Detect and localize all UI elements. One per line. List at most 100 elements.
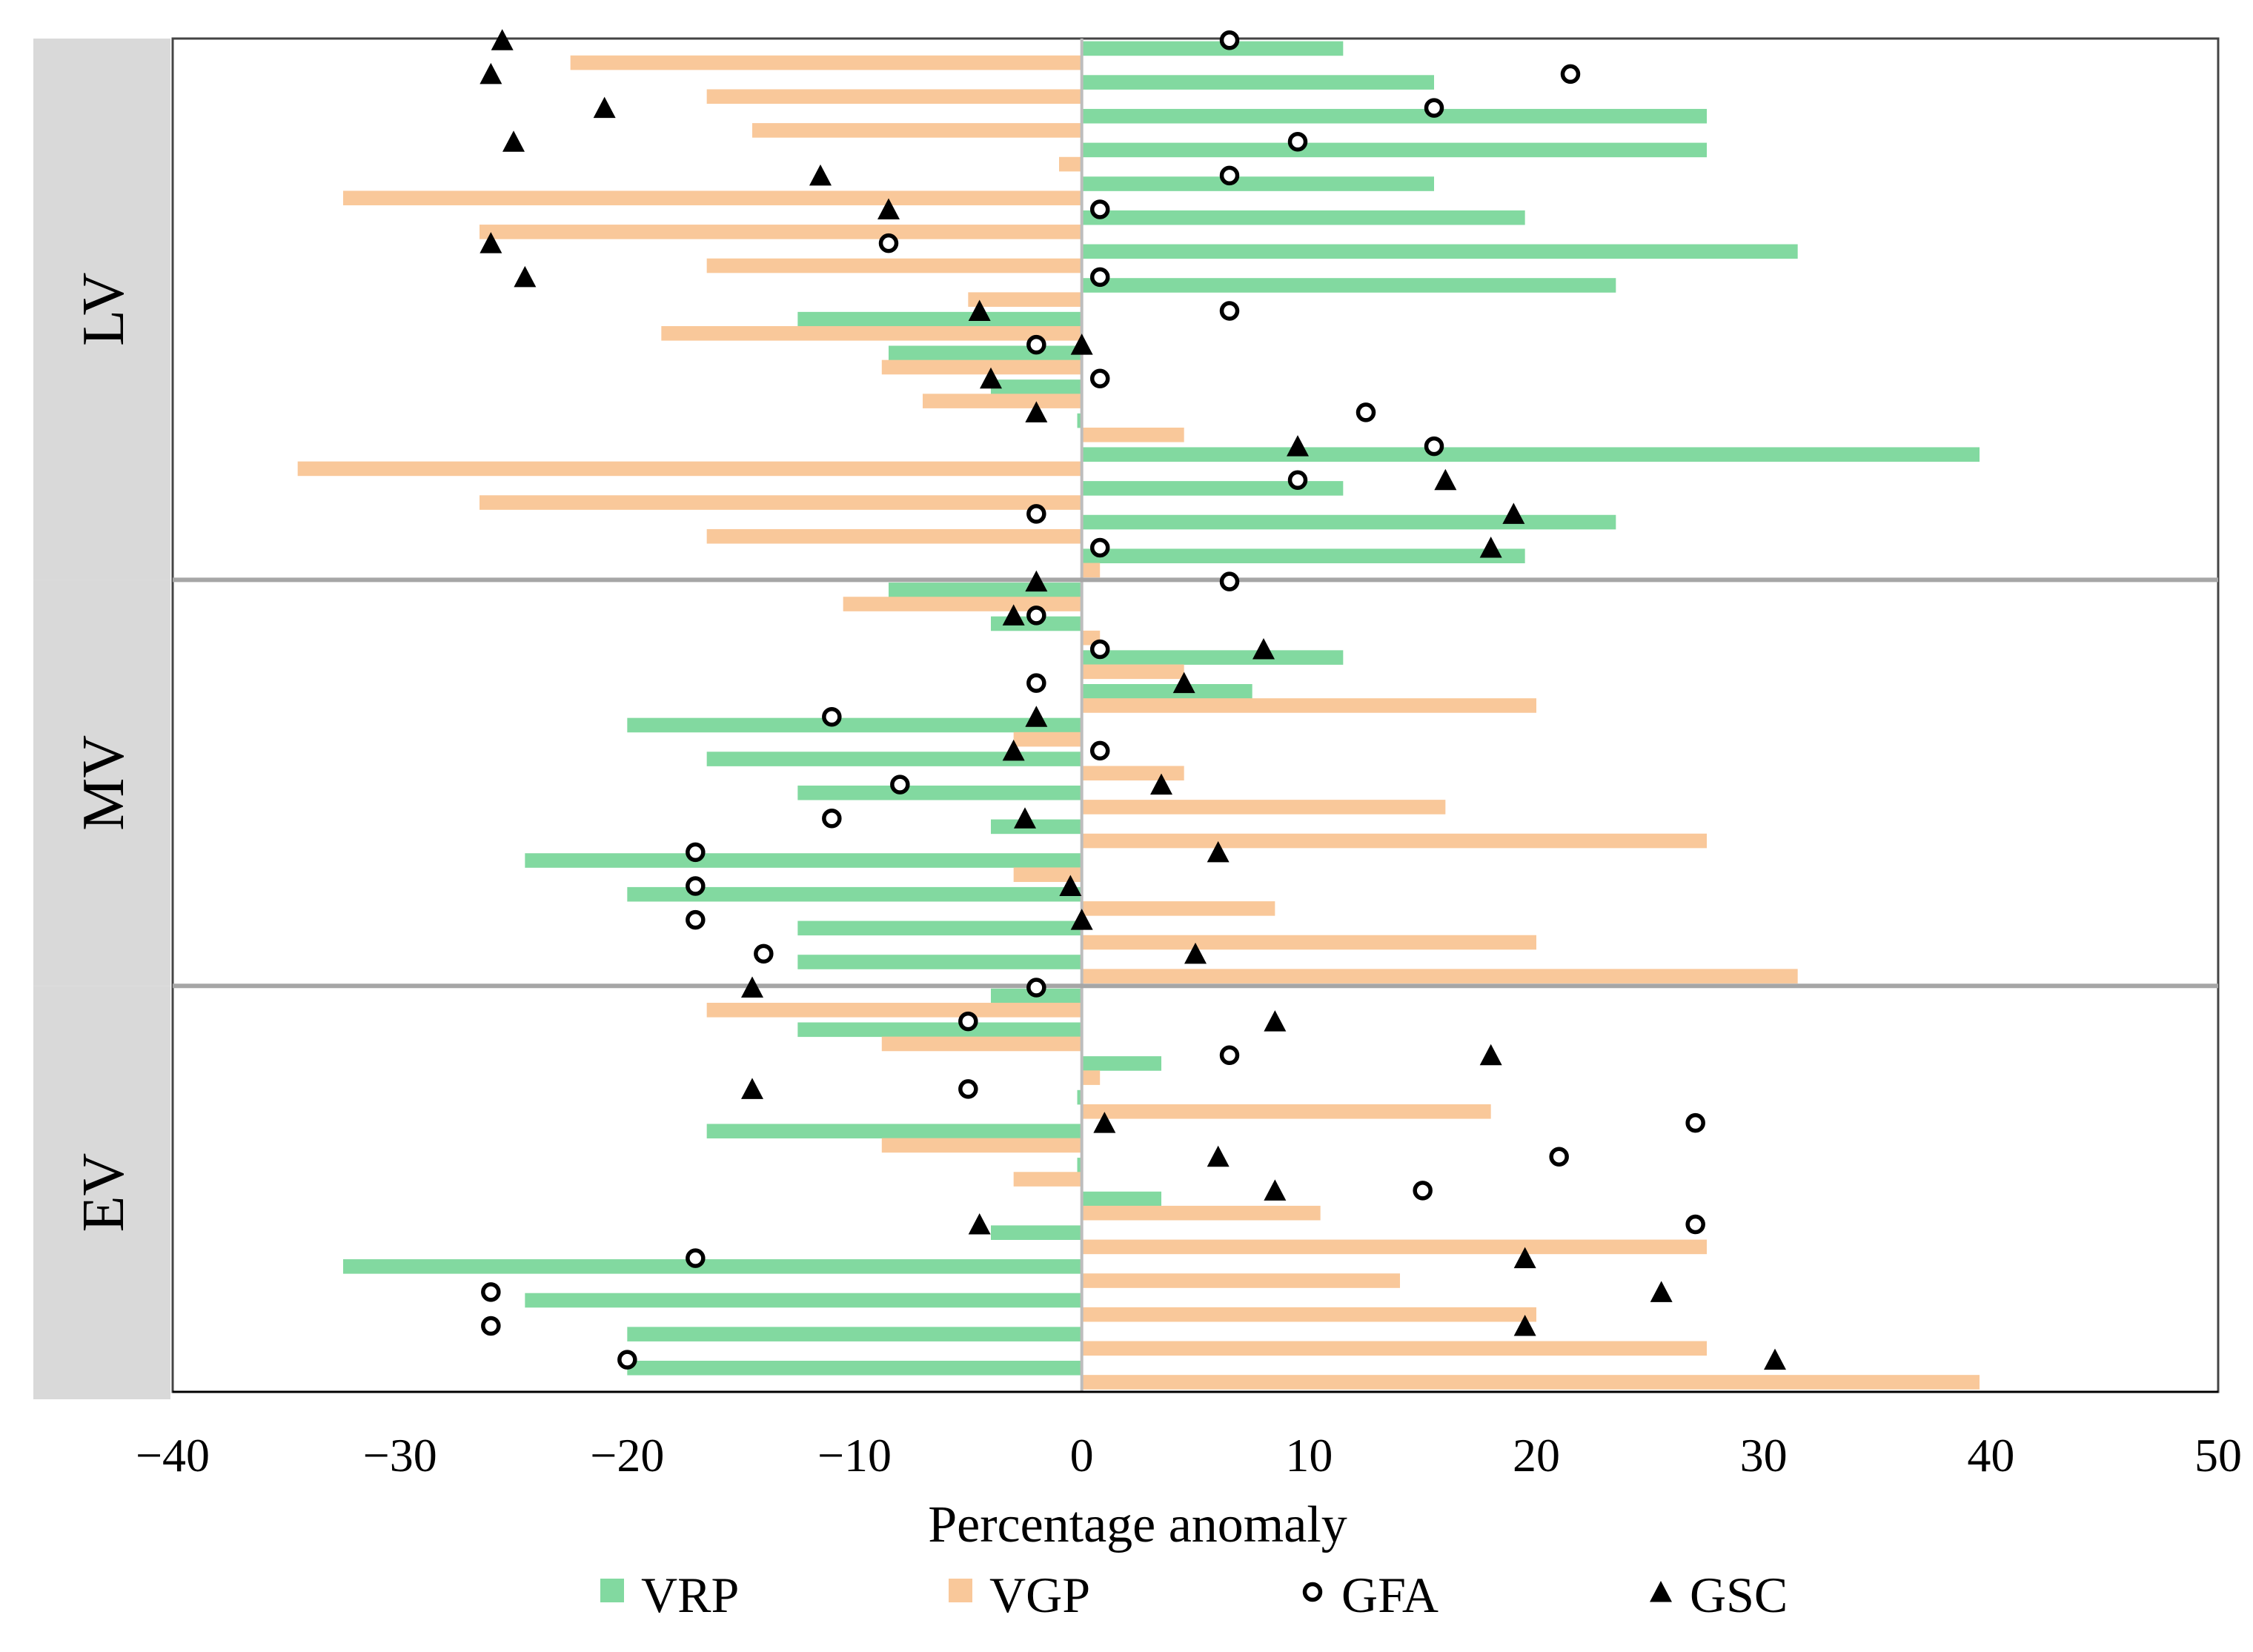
bar-vgp [480,225,1082,239]
x-tick-label: −30 [363,1429,437,1482]
marker-gsc [593,96,616,119]
marker-gsc [1070,909,1093,930]
marker-gfa [1424,436,1444,457]
marker-gfa [686,1248,706,1268]
marker-gfa [1219,30,1240,50]
bar-vrp [1077,1089,1082,1105]
marker-gfa [1424,98,1444,118]
group-panel-ev [33,986,170,1399]
group-separators [173,577,2218,989]
marker-gfa [1026,978,1046,998]
bar-vrp [889,345,1082,361]
marker-gsc [1172,671,1195,694]
marker-gsc [741,1078,763,1099]
bar-vrp [1081,650,1344,665]
bar-vrp [627,1361,1082,1376]
marker-gfa [1026,606,1046,626]
bar-vgp [1081,1375,1980,1390]
marker-gfa [958,1079,978,1099]
marker-gfa [686,876,706,896]
bar-vrp [1077,1158,1082,1172]
bar-vgp [1081,427,1184,442]
legend-label-vgp: VGP [989,1567,1090,1623]
bar-vgp [968,292,1082,307]
marker-gsc [1002,739,1025,761]
bar-vrp [1081,142,1707,158]
x-tick-label: 10 [1285,1429,1333,1482]
marker-gsc [1513,1247,1536,1269]
marker-gsc [1025,706,1048,727]
marker-gfa [1560,64,1581,84]
marker-gsc [1150,773,1172,795]
marker-gfa [1089,537,1110,558]
bar-vgp [1081,969,1798,983]
bar-vgp [706,89,1082,105]
bar-vrp [1081,244,1798,259]
bar-vrp [706,752,1082,766]
marker-gfa [1356,402,1376,422]
bar-vgp [1081,935,1536,950]
marker-gsc [1479,1044,1502,1066]
marker-gfa [1549,1147,1569,1167]
bar-vgp [1081,1205,1321,1221]
bar-vgp [297,461,1082,477]
marker-gsc [1479,537,1502,558]
legend-swatch-vgp [949,1579,972,1602]
bar-vrp [1081,108,1707,124]
x-tick-label: −10 [817,1429,892,1482]
legend-item-gfa: GFA [1302,1567,1439,1623]
bar-vrp [797,920,1082,936]
group-panel-lv [33,39,170,580]
bar-vrp [797,785,1082,800]
bar-vgp [1081,766,1184,781]
marker-gfa [1685,1112,1705,1133]
marker-gsc [1093,1112,1116,1133]
bar-vgp [1081,1239,1707,1255]
bar-vrp [627,886,1082,902]
x-tick-label: 50 [2194,1429,2242,1482]
marker-gsc [877,198,900,220]
bar-vrp [1081,75,1434,90]
bar-vgp [1013,867,1082,883]
marker-gfa [822,707,842,727]
bar-vgp [881,1138,1082,1153]
marker-gfa [1219,301,1240,321]
marker-gfa [958,1011,978,1032]
legend-item-vgp: VGP [949,1567,1090,1623]
bar-vrp [1081,548,1525,563]
bar-vgp [881,1036,1082,1052]
bar-vrp [991,1225,1082,1240]
bar-vgp [1081,1273,1400,1288]
bar-vrp [797,311,1082,327]
bar-vgp [1081,698,1536,713]
legend-marker-gfa [1302,1582,1323,1602]
bar-vrp [1077,413,1082,428]
legend-label-gsc: GSC [1690,1567,1788,1623]
bar-vgp [480,495,1082,510]
marker-gfa [1219,571,1240,591]
bar-vgp [752,123,1082,138]
marker-gsc [1434,468,1457,491]
bar-vrp [627,717,1082,733]
bar-vgp [1081,833,1707,849]
bar-vrp [1081,514,1616,530]
marker-gsc [1513,1314,1536,1336]
bar-vgp [1081,1341,1707,1356]
bar-vgp [706,258,1082,273]
bar-vrp [1081,1191,1161,1207]
marker-gsc [1287,435,1309,457]
bar-vgp [1081,1070,1101,1085]
marker-gfa [1026,504,1046,524]
x-axis-title: Percentage anomaly [928,1496,1347,1553]
marker-gfa [686,909,706,930]
x-tick-label: 40 [1967,1429,2014,1482]
bar-vrp [1081,447,1980,462]
bar-vgp [1081,901,1275,916]
marker-gsc [514,265,537,288]
marker-gsc [1002,604,1025,626]
bar-vrp [343,1259,1082,1274]
bar-vrp [797,955,1082,969]
marker-gsc [1059,875,1082,897]
legend-item-vrp: VRP [600,1567,739,1623]
